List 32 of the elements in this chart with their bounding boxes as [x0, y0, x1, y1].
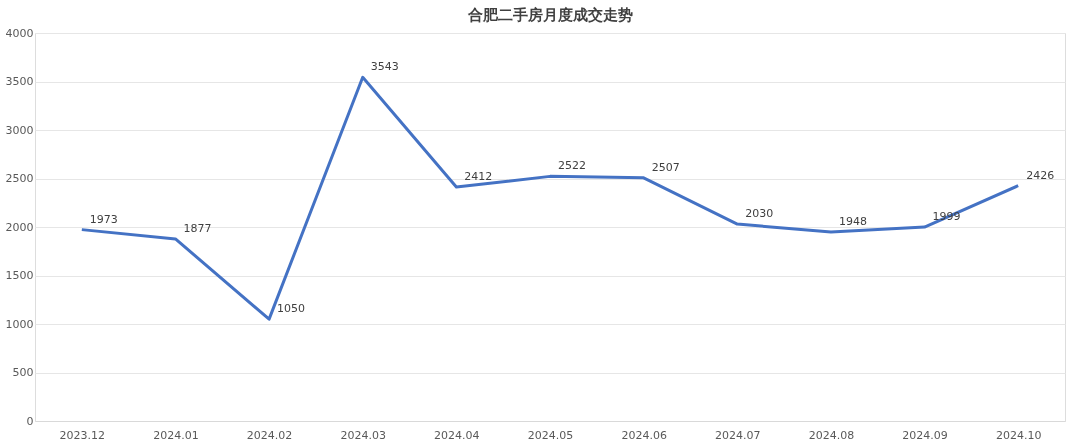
x-tick-label: 2024.03 [340, 428, 386, 442]
y-tick-label: 2500 [5, 172, 34, 185]
data-label: 1948 [838, 215, 867, 229]
x-tick-label: 2024.07 [715, 428, 761, 442]
x-tick-label: 2024.06 [621, 428, 667, 442]
x-tick-label: 2024.05 [527, 428, 574, 442]
data-label: 2522 [558, 159, 586, 173]
data-label: 2412 [464, 170, 493, 184]
data-label: 1973 [89, 212, 118, 226]
x-tick-label: 2024.09 [902, 428, 948, 442]
y-tick-label: 4000 [5, 26, 34, 40]
data-label: 2030 [745, 207, 774, 221]
chart-title: 合肥二手房月度成交走势 [466, 6, 633, 24]
y-tick-label: 2000 [5, 220, 34, 234]
x-tick-label: 2024.01 [153, 428, 199, 442]
y-tick-label: 3500 [5, 75, 34, 88]
x-tick-label: 2024.08 [808, 428, 855, 442]
data-label: 2426 [1026, 168, 1055, 182]
y-tick-label: 500 [12, 366, 34, 379]
y-tick-label: 1000 [5, 317, 34, 331]
data-label: 2507 [651, 160, 680, 174]
y-tick-label: 3000 [5, 123, 34, 137]
y-tick-label: 1500 [5, 269, 34, 282]
data-label: 1877 [183, 221, 212, 235]
line-series [80, 75, 1020, 321]
x-tick-label: 2023.12 [59, 428, 106, 442]
y-tick-label: 0 [26, 414, 34, 428]
x-tick-label: 2024.10 [995, 428, 1042, 442]
data-label: 3543 [370, 60, 399, 74]
x-tick-label: 2024.02 [246, 428, 293, 442]
data-label: 1050 [277, 302, 306, 316]
x-tick-label: 2024.04 [434, 428, 480, 442]
